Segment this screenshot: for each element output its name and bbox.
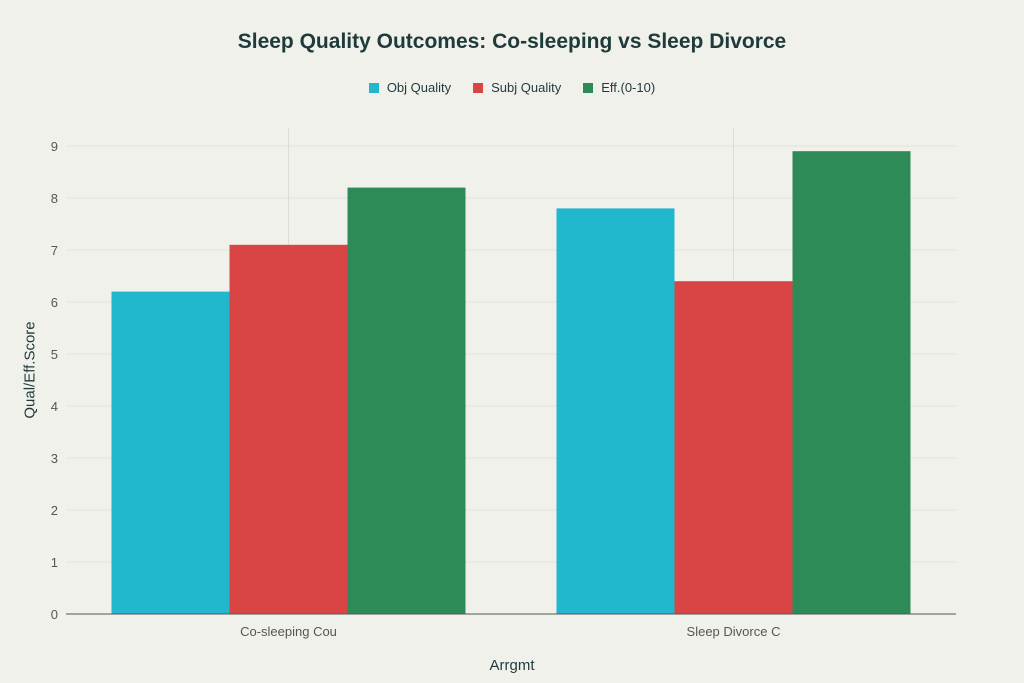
legend: Obj Quality Subj Quality Eff.(0-10) (0, 80, 1024, 95)
y-tick-label: 5 (51, 347, 58, 362)
bar-eff-0-10--1 (792, 151, 911, 614)
chart-title: Sleep Quality Outcomes: Co-sleeping vs S… (237, 30, 787, 53)
legend-swatch (583, 82, 594, 93)
bar-obj-quality-1 (556, 208, 675, 614)
legend-label: Obj Quality (386, 80, 452, 95)
y-tick-label: 6 (51, 295, 58, 310)
x-tick-label: Sleep Divorce C (687, 624, 781, 639)
y-tick-label: 7 (51, 243, 58, 258)
bar-obj-quality-0 (111, 291, 230, 614)
bar-eff-0-10--0 (347, 187, 466, 614)
y-tick-label: 1 (51, 555, 58, 570)
y-tick-label: 8 (51, 191, 58, 206)
legend-item-subj-quality[interactable]: Subj Quality (473, 80, 561, 95)
y-tick-label: 2 (51, 503, 58, 518)
y-tick-label: 3 (51, 451, 58, 466)
y-axis-label: Qual/Eff.Score (21, 321, 39, 419)
legend-swatch (368, 82, 379, 93)
legend-label: Subj Quality (491, 80, 562, 95)
y-tick-label: 4 (51, 399, 58, 414)
bar-subj-quality-1 (674, 281, 793, 614)
legend-label: Eff.(0-10) (601, 80, 656, 95)
bar-subj-quality-0 (229, 244, 348, 615)
legend-item-obj-quality[interactable]: Obj Quality (368, 80, 452, 95)
legend-item-efficiency[interactable]: Eff.(0-10) (583, 80, 655, 95)
x-axis-label: Arrgmt (489, 657, 535, 674)
y-tick-label: 9 (51, 139, 58, 154)
x-tick-label: Co-sleeping Cou (240, 624, 337, 639)
y-tick-label: 0 (51, 607, 58, 622)
legend-swatch (473, 82, 484, 93)
